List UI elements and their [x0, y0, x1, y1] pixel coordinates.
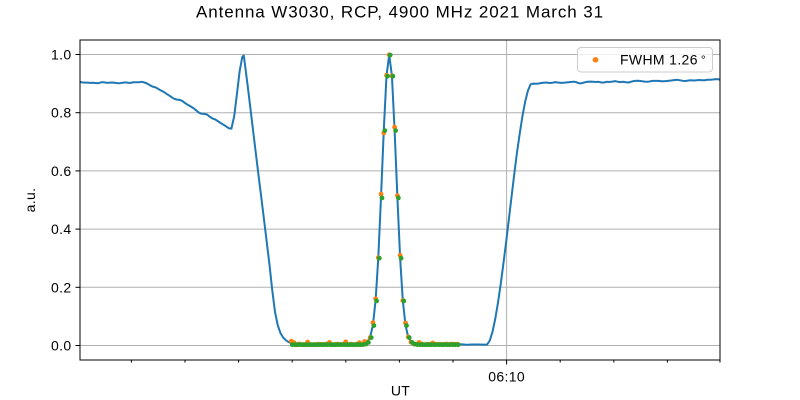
svg-text:FWHM 1.26°: FWHM 1.26 ° [620, 51, 706, 67]
svg-text:0.4: 0.4 [51, 221, 72, 237]
svg-text:0.6: 0.6 [51, 163, 72, 179]
svg-text:06:10: 06:10 [488, 369, 525, 385]
svg-text:1.0: 1.0 [51, 47, 72, 63]
svg-text:0.2: 0.2 [51, 279, 72, 295]
svg-text:0.8: 0.8 [51, 105, 72, 121]
svg-text:UT: UT [391, 383, 410, 399]
svg-text:0.0: 0.0 [51, 338, 72, 354]
svg-text:a.u.: a.u. [22, 188, 38, 213]
svg-text:Antenna W3030, RCP, 4900 MHz 2: Antenna W3030, RCP, 4900 MHz 2021 March … [196, 3, 604, 22]
